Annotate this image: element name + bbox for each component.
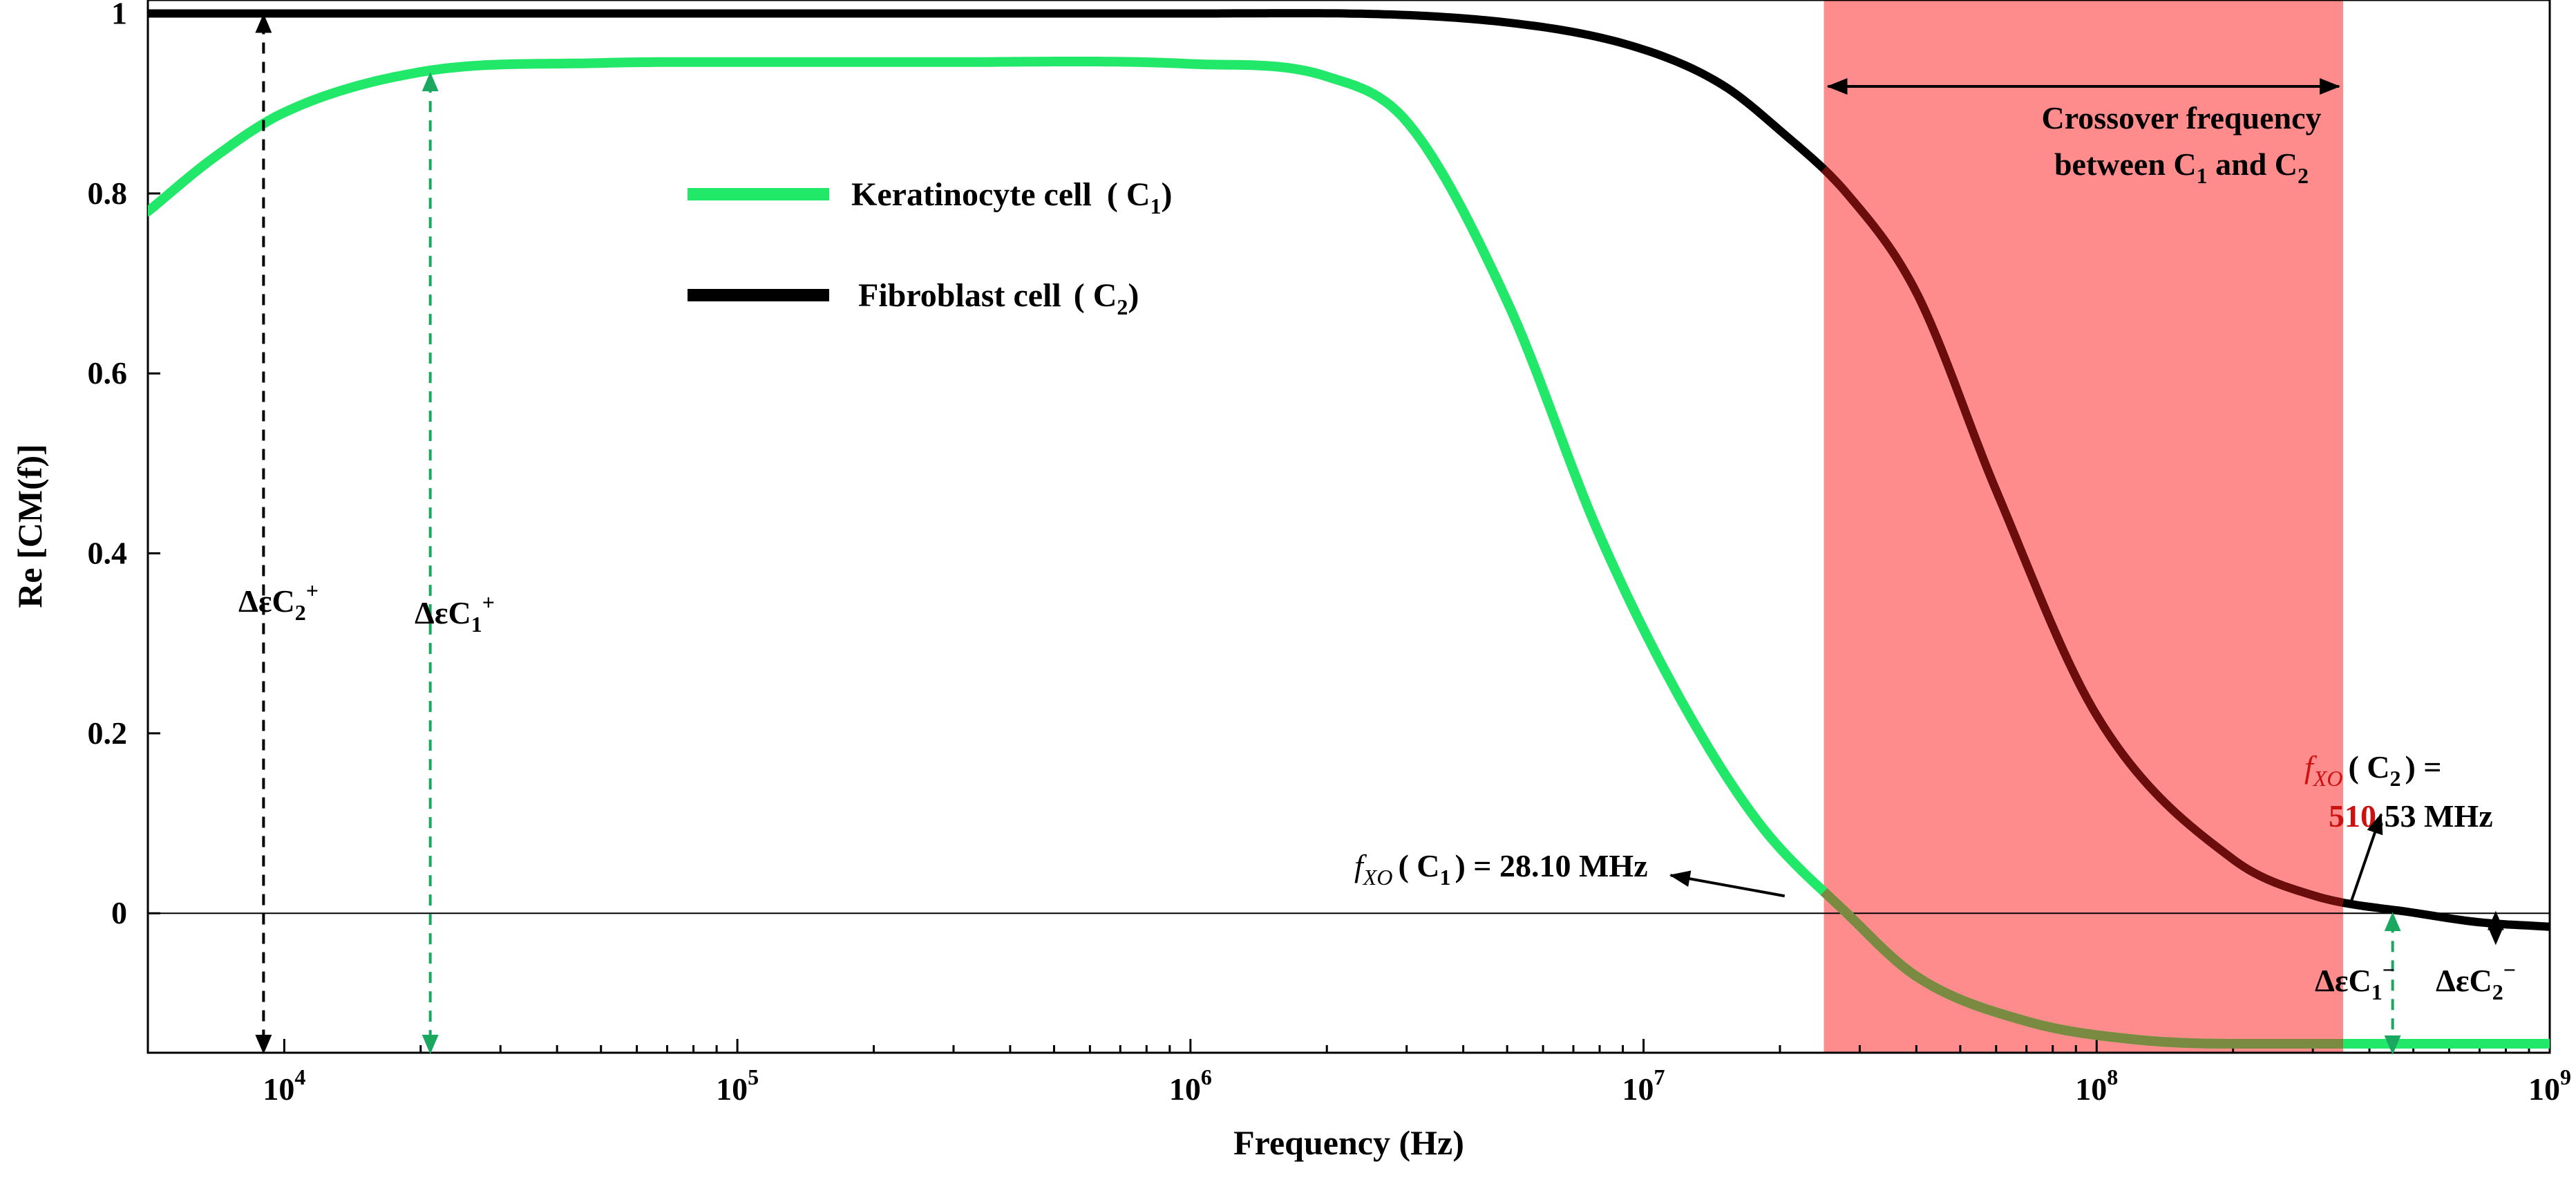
y-tick-label: 0 bbox=[111, 895, 127, 930]
legend-label-fibroblast: Fibroblast cell( C2) bbox=[858, 277, 1139, 319]
fxo-c1-label: fXO( C1) = 28.10 MHz bbox=[1354, 848, 1648, 890]
legend-label-keratinocyte: Keratinocyte cell( C1) bbox=[851, 176, 1172, 218]
x-axis-title: Frequency (Hz) bbox=[1233, 1123, 1464, 1162]
y-tick-label: 1 bbox=[111, 0, 127, 31]
fxo-c2-value: 510.53 MHz bbox=[2329, 798, 2493, 834]
x-tick-label: 108 bbox=[2075, 1064, 2118, 1107]
keratinocyte-curve-in-band bbox=[1820, 888, 2343, 1049]
delta-c1-minus-label: ΔεC1− bbox=[2315, 957, 2395, 1004]
y-tick-label: 0.6 bbox=[88, 355, 128, 391]
delta-c2-minus-label: ΔεC2− bbox=[2436, 957, 2516, 1004]
legend: Keratinocyte cell( C1) Fibroblast cell( … bbox=[688, 176, 1172, 319]
x-axis-ticks: 104 105 106 107 108 109 bbox=[263, 1039, 2571, 1107]
x-tick-label: 106 bbox=[1169, 1064, 1212, 1107]
fxo-c2-label: fXO( C2) = bbox=[2304, 749, 2442, 791]
y-tick-label: 0.4 bbox=[88, 536, 128, 571]
delta-arrows bbox=[255, 13, 2504, 1055]
fibroblast-curve-in-band bbox=[1821, 166, 2345, 907]
y-axis-title: Re [CM(f)] bbox=[10, 444, 49, 608]
y-axis-ticks: 0 0.2 0.4 0.6 0.8 1 bbox=[88, 0, 160, 930]
delta-c2-plus-label: ΔεC2+ bbox=[238, 578, 319, 625]
x-tick-label: 104 bbox=[263, 1064, 305, 1107]
fxo-c2-arrow bbox=[2350, 813, 2383, 901]
plot-frame bbox=[146, 0, 2551, 1054]
x-tick-label: 109 bbox=[2528, 1064, 2571, 1107]
x-tick-label: 107 bbox=[1622, 1064, 1665, 1107]
fxo-c1-arrow bbox=[1669, 870, 1786, 898]
y-tick-label: 0.2 bbox=[88, 715, 128, 751]
x-tick-label: 105 bbox=[716, 1064, 759, 1107]
band-label-line2: between C1 and C2 bbox=[2054, 147, 2309, 188]
y-tick-label: 0.8 bbox=[88, 176, 128, 211]
band-label-line1: Crossover frequency bbox=[2041, 100, 2321, 135]
delta-c1-plus-label: ΔεC1+ bbox=[415, 590, 495, 637]
